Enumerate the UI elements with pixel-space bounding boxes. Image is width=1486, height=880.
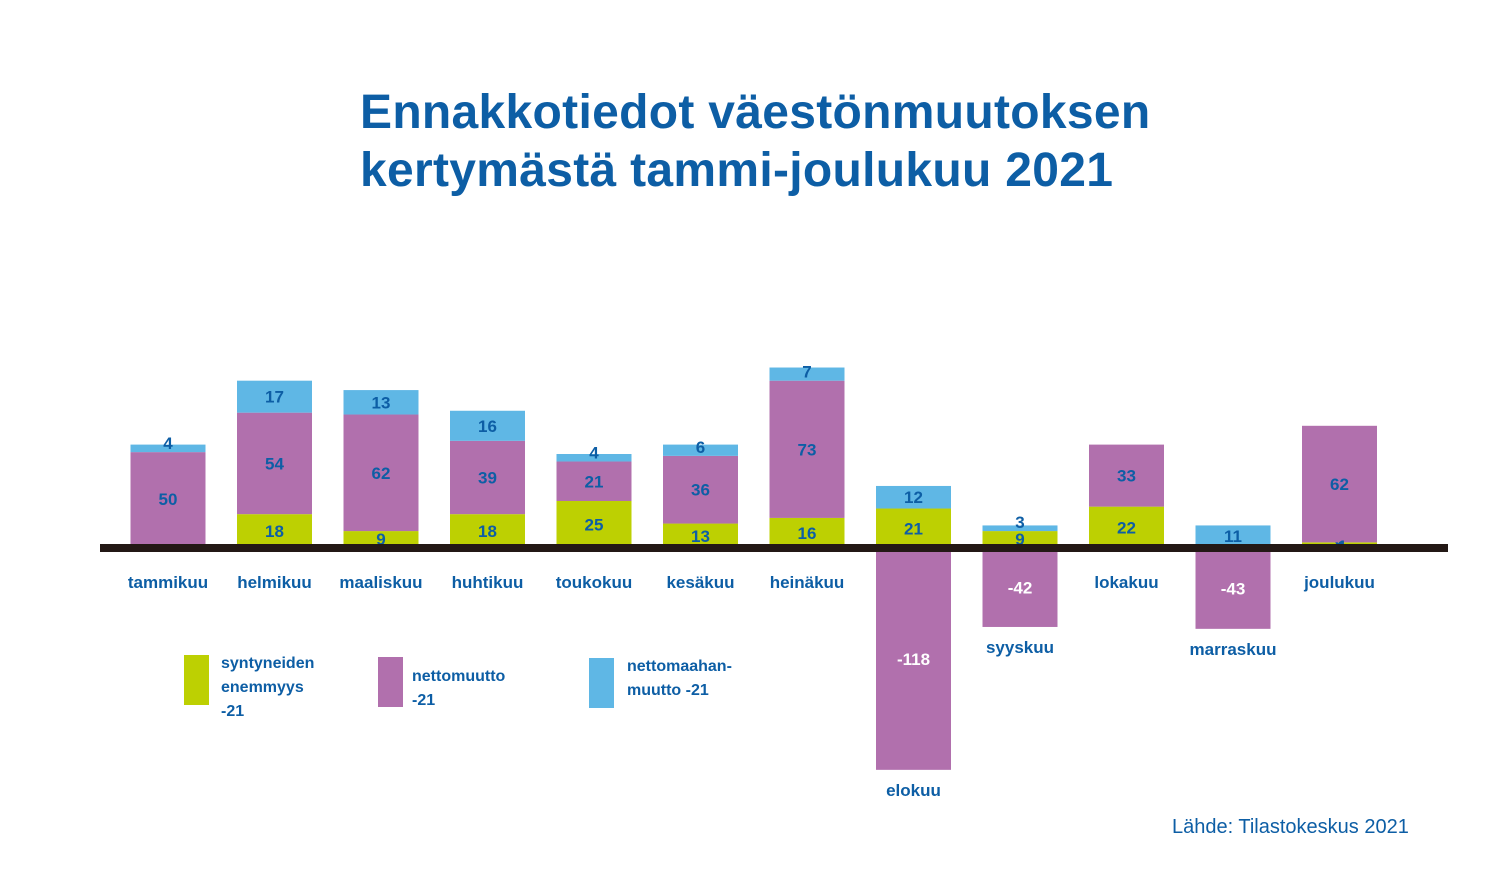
value-label-births-lokakuu: 22 [1117, 518, 1136, 537]
bar-net-migration-maaliskuu [343, 414, 419, 532]
value-label-immigration-tammikuu: 4 [163, 434, 173, 453]
bar-net-migration-lokakuu [1089, 444, 1164, 507]
bar-births-huhtikuu [450, 514, 525, 548]
value-label-births-elokuu: 21 [904, 519, 923, 538]
category-label-tammikuu: tammikuu [128, 573, 208, 592]
value-label-net-migration-helmikuu: 54 [265, 454, 284, 473]
value-label-immigration-huhtikuu: 16 [478, 417, 497, 436]
bar-net-migration-joulukuu [1302, 425, 1377, 543]
value-label-net-migration-tammikuu: 50 [159, 490, 178, 509]
value-label-net-migration-marraskuu: -43 [1221, 579, 1246, 598]
category-label-toukokuu: toukokuu [556, 573, 633, 592]
value-label-immigration-elokuu: 12 [904, 488, 923, 507]
bar-births-toukokuu [556, 501, 632, 548]
chart-title-line-1: Ennakkotiedot väestönmuutoksen [360, 86, 1151, 139]
bar-births-kesäkuu [663, 523, 738, 548]
chart-title-line-2: kertymästä tammi-joulukuu 2021 [360, 144, 1114, 197]
value-label-net-migration-toukokuu: 21 [585, 472, 604, 491]
legend-swatch-immigration [589, 658, 614, 708]
legend-swatch-net-migration [378, 657, 403, 707]
category-label-marraskuu: marraskuu [1190, 640, 1277, 659]
value-label-births-toukokuu: 25 [585, 516, 604, 535]
category-label-heinäkuu: heinäkuu [770, 573, 845, 592]
category-label-maaliskuu: maaliskuu [339, 573, 422, 592]
value-label-immigration-maaliskuu: 13 [372, 393, 391, 412]
value-label-net-migration-elokuu: -118 [897, 650, 930, 669]
value-label-immigration-toukokuu: 4 [589, 444, 599, 463]
value-label-immigration-heinäkuu: 7 [802, 363, 811, 382]
bar-net-migration-helmikuu [237, 412, 312, 515]
bar-immigration-tammikuu [130, 444, 206, 453]
category-label-syyskuu: syyskuu [986, 638, 1054, 657]
value-label-net-migration-joulukuu: 62 [1330, 475, 1349, 494]
zero-baseline [100, 544, 1448, 552]
bar-net-migration-elokuu [876, 548, 951, 770]
source-note: Lähde: Tilastokeskus 2021 [1172, 816, 1409, 838]
category-label-lokakuu: lokakuu [1094, 573, 1158, 592]
bar-births-lokakuu [1089, 506, 1164, 548]
value-label-births-heinäkuu: 16 [798, 524, 817, 543]
bar-births-heinäkuu [769, 517, 845, 548]
category-label-kesäkuu: kesäkuu [666, 573, 734, 592]
value-label-immigration-marraskuu: 11 [1224, 527, 1242, 546]
value-label-immigration-kesäkuu: 6 [696, 438, 705, 457]
value-label-net-migration-kesäkuu: 36 [691, 481, 710, 500]
bar-net-migration-tammikuu [130, 452, 206, 547]
legend-label-births: syntyneiden enemmyys -21 [221, 655, 315, 720]
value-label-net-migration-maaliskuu: 62 [372, 464, 391, 483]
value-label-births-kesäkuu: 13 [691, 527, 710, 546]
bar-immigration-toukokuu [556, 454, 632, 462]
bar-net-migration-marraskuu [1195, 548, 1271, 629]
category-label-joulukuu: joulukuu [1303, 573, 1375, 592]
bar-births-helmikuu [237, 514, 312, 548]
value-label-net-migration-lokakuu: 33 [1117, 467, 1136, 486]
bar-births-maaliskuu [343, 531, 419, 548]
value-label-net-migration-heinäkuu: 73 [798, 440, 817, 459]
category-label-helmikuu: helmikuu [237, 573, 312, 592]
category-label-elokuu: elokuu [886, 781, 941, 800]
value-label-net-migration-syyskuu: -42 [1008, 578, 1033, 597]
bar-net-migration-huhtikuu [450, 440, 525, 515]
bar-births-syyskuu [982, 531, 1058, 548]
bar-immigration-helmikuu [237, 380, 312, 413]
legend-label-net-migration: nettomuutto -21 [412, 668, 506, 709]
value-label-births-maaliskuu: 9 [376, 530, 385, 549]
bar-net-migration-heinäkuu [769, 380, 845, 518]
value-label-births-huhtikuu: 18 [478, 522, 497, 541]
value-label-immigration-helmikuu: 17 [265, 388, 284, 407]
bar-immigration-maaliskuu [343, 390, 419, 415]
bar-immigration-kesäkuu [663, 444, 738, 456]
value-label-immigration-syyskuu: 3 [1015, 513, 1024, 532]
chart-title: Ennakkotiedot väestönmuutoksen kertymäst… [360, 84, 1360, 200]
bar-immigration-heinäkuu [769, 367, 845, 381]
bar-net-migration-syyskuu [982, 548, 1058, 627]
legend-label-immigration: nettomaahan- muutto -21 [627, 658, 732, 699]
bar-net-migration-kesäkuu [663, 455, 738, 524]
value-label-births-syyskuu: 9 [1015, 530, 1024, 549]
value-label-net-migration-huhtikuu: 39 [478, 469, 497, 488]
bar-immigration-huhtikuu [450, 410, 525, 441]
value-label-births-helmikuu: 18 [265, 522, 284, 541]
bar-immigration-elokuu [876, 485, 951, 509]
bar-immigration-syyskuu [982, 525, 1058, 532]
bar-births-elokuu [876, 508, 951, 548]
bar-immigration-marraskuu [1195, 525, 1271, 547]
bar-net-migration-toukokuu [556, 461, 632, 501]
category-label-huhtikuu: huhtikuu [452, 573, 524, 592]
legend-swatch-births [184, 655, 209, 705]
